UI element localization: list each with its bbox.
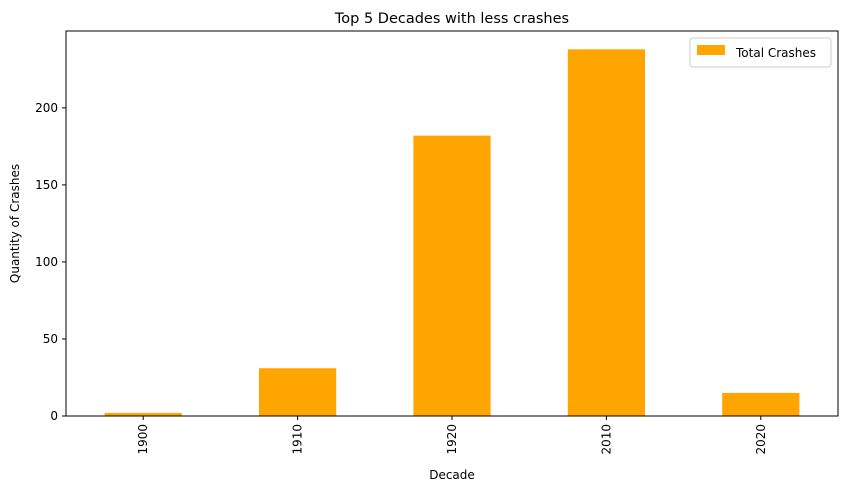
bars-group bbox=[104, 49, 800, 416]
y-axis-title: Quantity of Crashes bbox=[8, 164, 22, 283]
legend-swatch bbox=[697, 45, 725, 55]
y-tick-label: 50 bbox=[43, 332, 58, 346]
legend-box bbox=[689, 37, 832, 68]
x-tick-label: 1910 bbox=[291, 424, 305, 455]
x-axis: 1900 1910 1920 2010 2020 bbox=[136, 416, 768, 455]
bar-2010 bbox=[567, 49, 645, 416]
bar-2020 bbox=[722, 392, 800, 416]
chart-title: Top 5 Decades with less crashes bbox=[334, 11, 569, 27]
legend: Total Crashes bbox=[689, 37, 832, 68]
legend-label: Total Crashes bbox=[735, 46, 816, 60]
x-tick-label: 1920 bbox=[445, 424, 459, 455]
x-tick-label: 1900 bbox=[136, 424, 150, 455]
bar-1900 bbox=[104, 412, 182, 416]
x-tick-label: 2010 bbox=[599, 424, 613, 455]
y-axis: 0 50 100 150 200 bbox=[35, 101, 66, 423]
x-axis-title: Decade bbox=[429, 468, 475, 482]
x-tick-label: 2020 bbox=[754, 424, 768, 455]
y-tick-label: 200 bbox=[35, 101, 58, 115]
y-tick-label: 0 bbox=[50, 409, 58, 423]
y-tick-label: 150 bbox=[35, 178, 58, 192]
bar-1910 bbox=[259, 368, 337, 416]
y-tick-label: 100 bbox=[35, 255, 58, 269]
bar-1920 bbox=[413, 135, 491, 416]
